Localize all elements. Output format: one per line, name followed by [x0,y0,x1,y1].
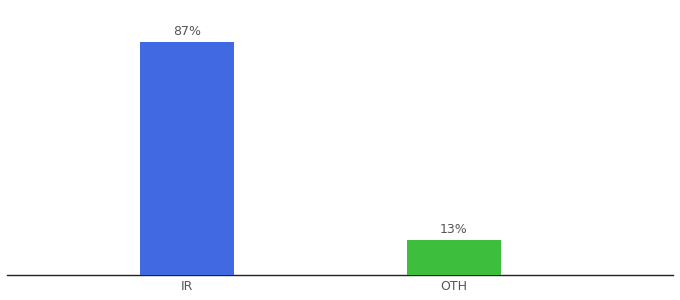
Bar [140,42,234,275]
Bar [407,240,500,275]
Text: 13%: 13% [440,223,468,236]
Text: 87%: 87% [173,25,201,38]
